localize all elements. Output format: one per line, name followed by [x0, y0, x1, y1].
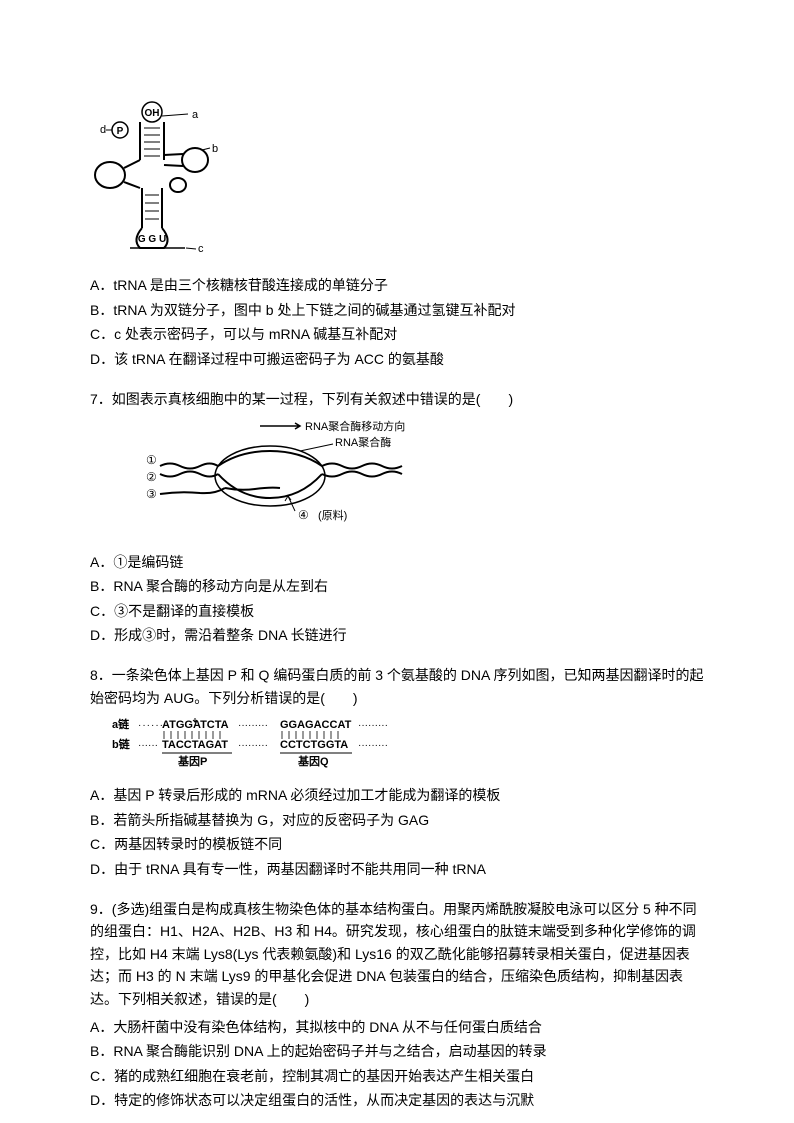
- q7-option-a: A．①是编码链: [90, 551, 704, 573]
- svg-text:·········: ·········: [358, 740, 388, 751]
- q7-text: 7．如图表示真核细胞中的某一过程，下列有关叙述中错误的是( ): [90, 388, 704, 410]
- label-enzyme: RNA聚合酶: [335, 435, 391, 449]
- label-c: c: [198, 243, 204, 255]
- svg-text:·········: ·········: [238, 720, 268, 731]
- q8-diagram: a链 ······ ATGGATCTA ········· GGAGACCAT …: [90, 715, 704, 776]
- q8-option-b: B．若箭头所指碱基替换为 G，对应的反密码子为 GAG: [90, 809, 704, 831]
- q8-text: 8．一条染色体上基因 P 和 Q 编码蛋白质的前 3 个氨基酸的 DNA 序列如…: [90, 664, 704, 709]
- q8-option-c: C．两基因转录时的模板链不同: [90, 833, 704, 855]
- label-geneq: 基因Q: [297, 754, 329, 768]
- q6-option-a: A．tRNA 是由三个核糖核苷酸连接成的单链分子: [90, 274, 704, 296]
- q9-option-a: A．大肠杆菌中没有染色体结构，其拟核中的 DNA 从不与任何蛋白质结合: [90, 1016, 704, 1038]
- q7-option-b: B．RNA 聚合酶的移动方向是从左到右: [90, 575, 704, 597]
- q6-option-d: D．该 tRNA 在翻译过程中可搬运密码子为 ACC 的氨基酸: [90, 348, 704, 370]
- svg-text:······: ······: [138, 740, 158, 751]
- q7-option-c: C．③不是翻译的直接模板: [90, 600, 704, 622]
- label-bchain: b链: [112, 737, 131, 751]
- q9-option-d: D．特定的修饰状态可以决定组蛋白的活性，从而决定基因的表达与沉默: [90, 1089, 704, 1111]
- q7-diagram: RNA聚合酶移动方向 RNA聚合酶 ① ② ③ ④ (原料): [90, 416, 704, 542]
- label-b: b: [212, 143, 218, 155]
- svg-text:·········: ·········: [238, 740, 268, 751]
- q9-option-b: B．RNA 聚合酶能识别 DNA 上的起始密码子并与之结合，启动基因的转录: [90, 1040, 704, 1062]
- label-direction: RNA聚合酶移动方向: [305, 419, 405, 433]
- q9-option-c: C．猪的成熟红细胞在衰老前，控制其凋亡的基因开始表达产生相关蛋白: [90, 1065, 704, 1087]
- label-d: d: [100, 124, 106, 136]
- label-n1: ①: [146, 453, 157, 467]
- q9-text: 9．(多选)组蛋白是构成真核生物染色体的基本结构蛋白。用聚丙烯酰胺凝胶电泳可以区…: [90, 898, 704, 1010]
- q6-option-b: B．tRNA 为双链分子，图中 b 处上下链之间的碱基通过氢键互补配对: [90, 299, 704, 321]
- q8-option-a: A．基因 P 转录后形成的 mRNA 必须经过加工才能成为翻译的模板: [90, 784, 704, 806]
- label-n2: ②: [146, 470, 157, 484]
- q7-option-d: D．形成③时，需沿着整条 DNA 长链进行: [90, 624, 704, 646]
- seq-b1: TACCTAGAT: [162, 739, 228, 751]
- seq-a2: GGAGACCAT: [280, 719, 352, 731]
- label-n3: ③: [146, 487, 157, 501]
- seq-b2: CCTCTGGTA: [280, 739, 348, 751]
- label-oh: OH: [145, 108, 160, 119]
- q8-option-d: D．由于 tRNA 具有专一性，两基因翻译时不能共用同一种 tRNA: [90, 858, 704, 880]
- label-genep: 基因P: [177, 754, 207, 768]
- label-n4: ④: [298, 508, 309, 522]
- trna-diagram: OH P d a b: [90, 100, 704, 266]
- label-anticodon: G G U: [138, 234, 166, 245]
- label-achain: a链: [112, 717, 130, 731]
- q6-option-c: C．c 处表示密码子，可以与 mRNA 碱基互补配对: [90, 323, 704, 345]
- label-material: (原料): [318, 508, 347, 522]
- svg-text:······: ······: [138, 720, 164, 731]
- svg-text:·········: ·········: [358, 720, 388, 731]
- label-a: a: [192, 109, 199, 121]
- label-p: P: [117, 126, 124, 137]
